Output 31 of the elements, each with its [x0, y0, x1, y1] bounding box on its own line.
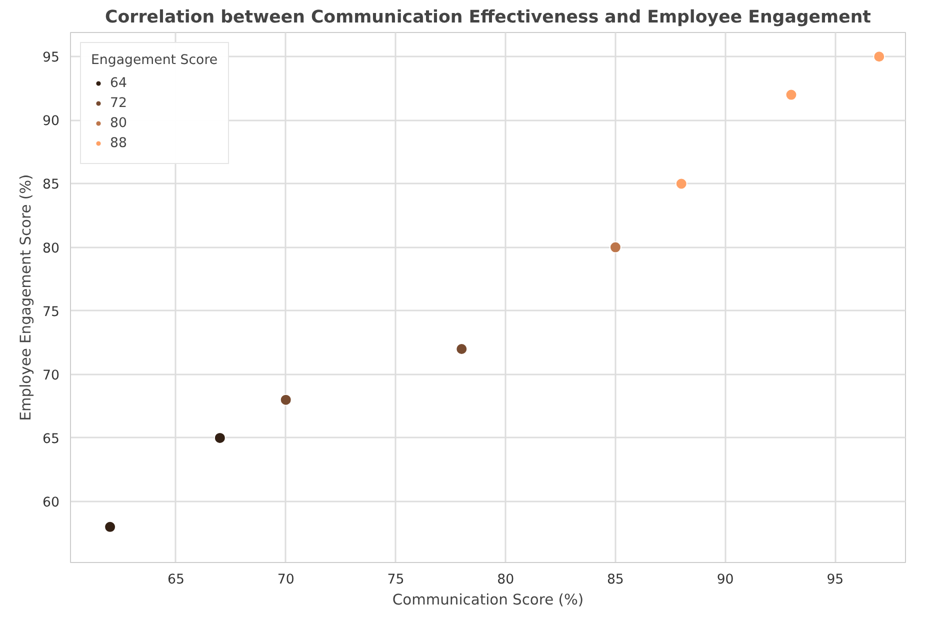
legend-label: 64	[110, 76, 128, 90]
y-tick-label: 65	[42, 432, 60, 447]
x-tick-label: 70	[277, 572, 294, 588]
y-tick-label: 85	[42, 178, 60, 193]
point	[609, 241, 622, 254]
y-tick-label: 95	[42, 50, 60, 66]
point	[785, 88, 798, 101]
x-tick-label: 75	[387, 572, 404, 588]
legend-label: 72	[110, 96, 128, 110]
point	[280, 394, 292, 406]
legend-label: 80	[110, 116, 128, 130]
x-tick-label: 85	[606, 572, 624, 588]
y-axis-title: Employee Engagement Score (%)	[18, 174, 35, 421]
x-axis-title: Communication Score (%)	[392, 592, 584, 608]
y-tick-label: 75	[42, 304, 60, 320]
point	[456, 342, 468, 355]
y-tick-label: 80	[42, 241, 60, 256]
point	[104, 520, 116, 533]
x-tick-label: 65	[167, 572, 184, 588]
point	[873, 50, 886, 63]
chart-title: Correlation between Communication Effectiveness and Employee Engagement	[105, 8, 871, 28]
point	[214, 432, 226, 444]
x-tick-label: 95	[826, 572, 844, 588]
y-tick-label: 60	[42, 495, 60, 510]
legend-title: Engagement Score	[91, 53, 218, 68]
point	[675, 178, 688, 190]
y-tick-label: 70	[42, 368, 60, 384]
y-tick-label: 90	[42, 114, 60, 130]
x-tick-label: 80	[497, 572, 514, 588]
legend-label: 88	[110, 136, 128, 150]
x-tick-label: 90	[716, 572, 734, 588]
